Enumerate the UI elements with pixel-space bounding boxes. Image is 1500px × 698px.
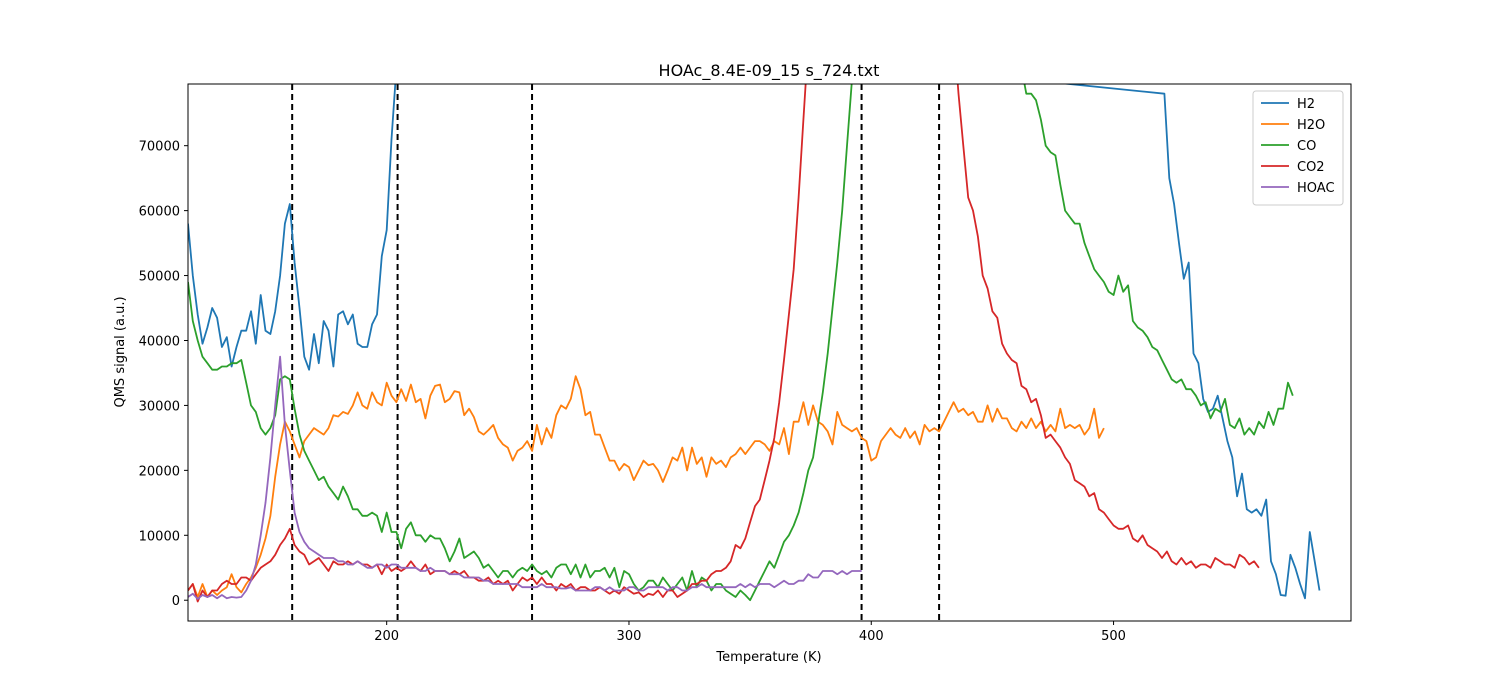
y-tick-label-40000: 40000 bbox=[139, 334, 180, 349]
x-tick-label-200: 200 bbox=[374, 629, 399, 644]
series-line-co2 bbox=[188, 84, 1260, 603]
legend-label-h2: H2 bbox=[1297, 97, 1315, 112]
x-axis-ticks: 200 300 400 500 bbox=[374, 621, 1126, 644]
threshold-lines bbox=[291, 84, 941, 621]
y-tick-label-20000: 20000 bbox=[139, 464, 180, 479]
x-tick-label-500: 500 bbox=[1101, 629, 1126, 644]
y-tick-label-60000: 60000 bbox=[139, 205, 180, 220]
y-axis-label: QMS signal (a.u.) bbox=[113, 296, 128, 407]
y-axis-ticks: 0 10000 20000 30000 40000 50000 60000 70000 bbox=[139, 140, 188, 609]
chart-title: HOAc_8.4E-09_15 s_724.txt bbox=[659, 61, 880, 81]
x-tick-label-300: 300 bbox=[617, 629, 642, 644]
plot-frame bbox=[187, 83, 1352, 622]
y-tick-label-10000: 10000 bbox=[139, 529, 180, 544]
x-axis-label: Temperature (K) bbox=[715, 650, 821, 665]
y-tick-label-70000: 70000 bbox=[139, 140, 180, 155]
series-line-hoac bbox=[188, 355, 862, 600]
legend-box bbox=[1252, 90, 1344, 206]
series-line-h2 bbox=[188, 84, 1321, 600]
legend: H2 H2O CO CO2 HOAC bbox=[1252, 90, 1344, 206]
series-line-co bbox=[188, 84, 1294, 602]
y-tick-label-50000: 50000 bbox=[139, 270, 180, 285]
legend-label-co: CO bbox=[1297, 139, 1316, 154]
series-lines bbox=[188, 84, 1321, 603]
y-tick-label-0: 0 bbox=[172, 594, 180, 609]
series-line-h2o bbox=[188, 375, 1105, 598]
x-tick-label-400: 400 bbox=[859, 629, 884, 644]
legend-label-h2o: H2O bbox=[1297, 118, 1325, 133]
legend-label-co2: CO2 bbox=[1297, 160, 1325, 175]
legend-label-hoac: HOAC bbox=[1297, 181, 1335, 196]
y-tick-label-30000: 30000 bbox=[139, 399, 180, 414]
